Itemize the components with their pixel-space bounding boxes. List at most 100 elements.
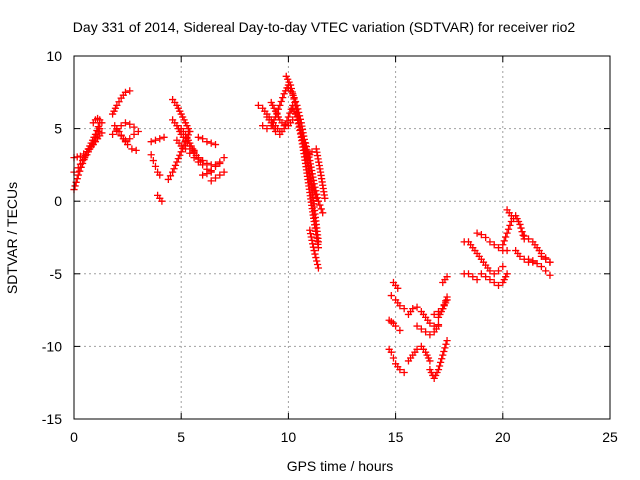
data-point xyxy=(147,138,155,146)
data-point xyxy=(271,127,280,136)
data-point xyxy=(211,140,220,149)
series-arc-3 xyxy=(70,129,106,162)
data-point xyxy=(516,220,524,229)
data-point xyxy=(477,230,485,239)
data-point xyxy=(516,252,524,260)
data-point xyxy=(211,174,220,182)
data-point xyxy=(76,167,84,175)
data-point xyxy=(284,113,292,121)
data-point xyxy=(126,135,134,143)
data-point xyxy=(400,305,408,313)
data-point xyxy=(494,244,503,252)
data-point xyxy=(499,241,507,249)
data-point xyxy=(443,293,451,301)
series-arc-31 xyxy=(385,345,408,377)
data-point xyxy=(482,233,490,242)
data-point xyxy=(177,142,185,150)
data-point xyxy=(490,241,498,249)
data-point xyxy=(169,168,177,176)
y-tick-label: 0 xyxy=(54,193,62,209)
data-point xyxy=(529,257,537,265)
data-point xyxy=(149,156,157,165)
data-point xyxy=(156,135,164,143)
data-point xyxy=(524,235,533,243)
data-point xyxy=(394,284,402,292)
data-point xyxy=(314,264,323,272)
series-arc-34 xyxy=(389,278,402,292)
series-arc-51 xyxy=(537,252,554,266)
data-point xyxy=(301,139,310,147)
data-point xyxy=(295,123,303,131)
series-arc-8 xyxy=(113,127,142,144)
data-point xyxy=(309,240,317,248)
series-arc-29 xyxy=(304,145,329,202)
data-point xyxy=(426,319,434,327)
data-point xyxy=(166,172,175,180)
data-point xyxy=(533,260,541,268)
data-point xyxy=(519,231,527,239)
series-arc-50 xyxy=(524,255,554,279)
data-point xyxy=(151,162,160,170)
y-axis-label: SDTVAR / TECUs xyxy=(4,182,20,294)
series-arc-44 xyxy=(473,229,511,255)
data-point xyxy=(74,171,82,179)
data-point xyxy=(158,197,166,205)
data-point xyxy=(490,270,498,278)
series-arc-5 xyxy=(108,87,134,118)
data-point xyxy=(173,158,181,166)
data-point xyxy=(151,136,160,144)
series-arc-28 xyxy=(301,139,327,217)
data-point xyxy=(426,331,434,339)
data-point xyxy=(147,151,155,159)
data-point xyxy=(437,358,445,366)
data-point xyxy=(417,325,425,333)
series-arc-30 xyxy=(306,226,323,272)
data-point xyxy=(113,127,121,136)
series-arc-35 xyxy=(404,342,434,365)
data-point xyxy=(211,162,220,170)
series-arc-42 xyxy=(460,270,481,284)
series-arc-4 xyxy=(89,114,106,127)
data-point xyxy=(443,273,451,281)
data-point xyxy=(387,348,395,356)
series-arc-37 xyxy=(413,322,443,339)
data-point xyxy=(174,155,182,163)
data-point xyxy=(194,133,202,141)
data-point xyxy=(506,221,514,229)
data-point xyxy=(434,322,443,330)
series-arc-32 xyxy=(385,316,404,335)
series-arc-12 xyxy=(164,127,194,184)
data-point xyxy=(96,125,104,133)
series-arc-41 xyxy=(439,273,451,287)
data-point xyxy=(254,101,262,109)
data-point xyxy=(194,154,202,162)
data-point xyxy=(473,276,481,284)
data-point xyxy=(117,132,125,140)
x-tick-label: 20 xyxy=(495,429,511,445)
data-point xyxy=(486,238,494,246)
data-point xyxy=(389,354,398,362)
data-point xyxy=(464,270,473,278)
data-point xyxy=(76,160,85,168)
data-point xyxy=(130,123,138,131)
data-point xyxy=(313,260,322,269)
data-point xyxy=(293,113,301,121)
data-point xyxy=(422,328,430,336)
y-tick-label: 10 xyxy=(46,48,62,64)
data-point xyxy=(295,108,303,116)
series-arc-18 xyxy=(194,133,220,149)
data-point xyxy=(73,175,81,183)
data-point xyxy=(220,168,228,176)
data-point xyxy=(542,255,550,263)
data-point xyxy=(546,271,554,279)
y-tick-label: 5 xyxy=(54,121,62,137)
tick-labels: 0 5 10 15 20 25 -15 -10 -5 0 5 10 xyxy=(42,48,618,445)
data-point xyxy=(203,138,211,146)
data-point xyxy=(220,154,228,162)
data-point xyxy=(290,94,298,102)
data-point xyxy=(98,119,106,127)
data-point xyxy=(313,194,322,202)
data-point xyxy=(310,180,318,188)
data-point xyxy=(74,164,82,172)
